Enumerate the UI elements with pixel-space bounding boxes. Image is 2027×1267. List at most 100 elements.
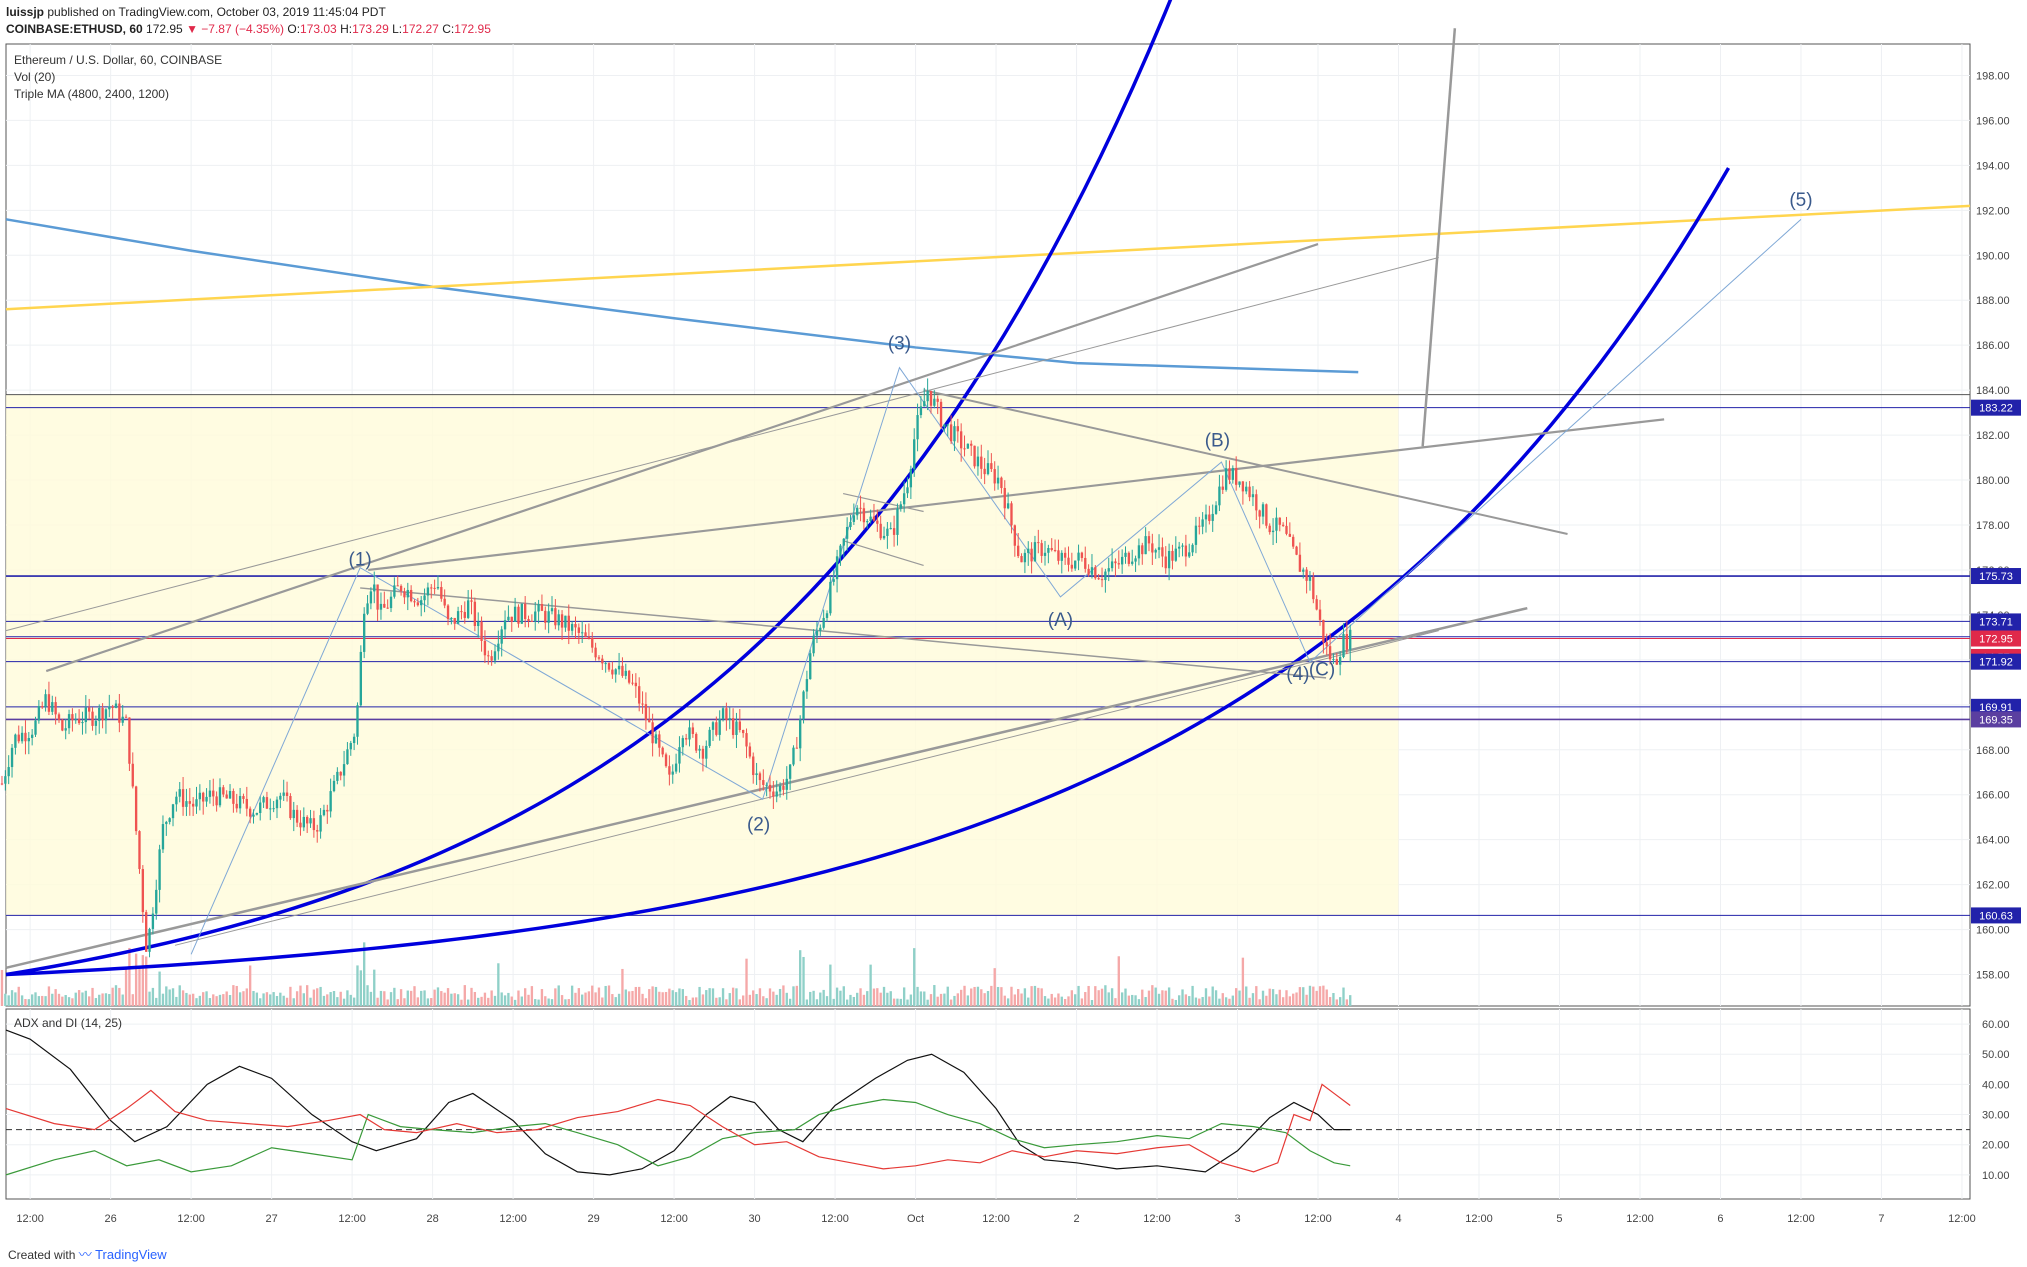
volume-bar xyxy=(124,967,128,1006)
candle-body xyxy=(238,796,242,809)
volume-bar xyxy=(396,999,399,1006)
candle-body xyxy=(1151,543,1154,553)
candle-body xyxy=(547,611,550,623)
channel-curve-lower xyxy=(5,167,1731,977)
candle-body xyxy=(1214,505,1218,514)
volume-bar xyxy=(1325,989,1328,1006)
candle-body xyxy=(540,604,544,611)
volume-bar xyxy=(1261,990,1265,1006)
adx-lines xyxy=(5,1029,1970,1176)
candle-body xyxy=(1295,546,1298,555)
volume-bar xyxy=(433,989,436,1006)
legend-title: Ethereum / U.S. Dollar, 60, COINBASE xyxy=(14,53,222,67)
volume-bar xyxy=(852,996,856,1006)
volume-bar xyxy=(654,986,658,1006)
volume-bar xyxy=(369,991,373,1006)
candle-body xyxy=(285,792,289,796)
candle-body xyxy=(430,587,433,589)
candle-body xyxy=(279,795,282,800)
volume-bar xyxy=(1268,988,1271,1006)
candle-body xyxy=(1332,659,1335,661)
publisher-name[interactable]: luissjp xyxy=(6,5,45,19)
candle-body xyxy=(983,468,986,475)
volume-bar xyxy=(47,986,51,1006)
volume-bar xyxy=(594,992,597,1006)
candle-body xyxy=(326,809,329,812)
candle-body xyxy=(94,720,98,726)
wave-label: (4) xyxy=(1286,664,1309,685)
candle-body xyxy=(591,637,594,648)
volume-bar xyxy=(1184,994,1188,1006)
adx-tick-label: 30.00 xyxy=(1982,1110,2010,1122)
candle-body xyxy=(1047,548,1050,553)
volume-bar xyxy=(1235,988,1238,1006)
volume-bar xyxy=(644,998,648,1006)
tradingview-logo-icon: 〰 xyxy=(78,1247,92,1262)
volume-bar xyxy=(822,989,825,1006)
volume-bar xyxy=(1060,996,1063,1006)
candle-body xyxy=(98,707,101,721)
candle-body xyxy=(839,545,842,557)
volume-bar xyxy=(959,989,963,1006)
candle-body xyxy=(473,601,477,627)
candle-body xyxy=(7,767,10,777)
candle-body xyxy=(1204,514,1208,520)
volume-bar xyxy=(758,988,762,1006)
volume-bar xyxy=(1027,997,1030,1006)
volume-bar xyxy=(906,999,909,1006)
candle-body xyxy=(373,584,376,592)
candle-body xyxy=(1312,577,1315,600)
candle-body xyxy=(785,778,788,790)
volume-bar xyxy=(178,985,181,1006)
candle-body xyxy=(101,707,104,721)
candle-body xyxy=(433,587,436,589)
ma-gold-line xyxy=(5,204,1971,311)
volume-bar xyxy=(332,991,336,1006)
candle-body xyxy=(376,584,379,610)
candle-body xyxy=(842,538,845,546)
volume-bar xyxy=(691,997,695,1006)
candle-body xyxy=(1141,545,1144,555)
volume-bar xyxy=(490,990,493,1006)
candle-body xyxy=(352,736,356,744)
candle-body xyxy=(634,682,638,687)
volume-bar xyxy=(869,964,872,1006)
candle-body xyxy=(856,507,859,516)
volume-bar xyxy=(1251,993,1255,1006)
volume-bar xyxy=(1238,990,1241,1006)
candle-body xyxy=(10,747,14,768)
volume-bar xyxy=(450,993,453,1006)
candle-body xyxy=(477,621,480,627)
volume-bar xyxy=(902,987,906,1006)
candle-body xyxy=(597,657,601,659)
volume-bar xyxy=(788,998,792,1006)
volume-bar xyxy=(1033,985,1037,1006)
volume-bar xyxy=(809,991,812,1006)
trendline-lower-thin xyxy=(174,630,1439,946)
candle-body xyxy=(544,610,547,623)
candle-body xyxy=(913,439,916,470)
volume-bar xyxy=(980,989,983,1006)
price-tick-label: 190.00 xyxy=(1976,250,2010,262)
candle-body xyxy=(959,431,963,449)
volume-bar xyxy=(453,993,456,1006)
candle-body xyxy=(339,771,342,776)
candle-body xyxy=(886,528,889,536)
candle-body xyxy=(359,651,363,706)
candle-body xyxy=(346,749,349,765)
volume-bar xyxy=(1295,992,1298,1006)
candle-body xyxy=(262,797,265,803)
time-tick-label: 12:00 xyxy=(338,1213,366,1225)
tradingview-brand[interactable]: TradingView xyxy=(95,1247,167,1262)
time-tick-label: 30 xyxy=(748,1213,760,1225)
volume-bar xyxy=(1013,994,1017,1006)
candle-body xyxy=(1013,525,1017,546)
volume-bar xyxy=(513,999,517,1006)
volume-bar xyxy=(379,990,383,1006)
candle-body xyxy=(1285,525,1288,534)
candle-body xyxy=(168,818,171,822)
candle-body xyxy=(155,889,158,914)
candle-body xyxy=(1255,494,1258,511)
candle-body xyxy=(436,586,440,589)
